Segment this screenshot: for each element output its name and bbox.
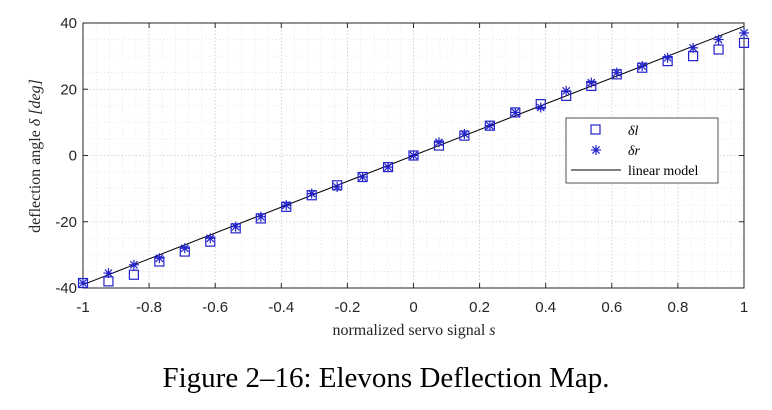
point-dr — [205, 233, 216, 244]
chart: -1 -0.8 -0.6 -0.4 -0.2 0 0.2 0.4 0.6 0.8 1 40 20 0 -20… — [27, 15, 750, 339]
point-dr — [739, 27, 749, 38]
point-dr — [561, 85, 572, 96]
point-dl — [128, 269, 139, 280]
point-dl — [713, 44, 724, 55]
point-dr — [637, 61, 648, 72]
point-dr — [255, 211, 266, 222]
y-tick-label: -40 — [55, 280, 77, 297]
y-axis-label: deflection angle δ [deg] — [27, 79, 44, 233]
x-tick-label: 0.8 — [667, 299, 688, 316]
point-dr — [78, 278, 88, 289]
axis-ticks: -1 -0.8 -0.6 -0.4 -0.2 0 0.2 0.4 0.6 0.8 1 40 20 0 -20… — [55, 15, 748, 316]
data-marks — [77, 25, 750, 289]
point-dr — [662, 52, 673, 63]
y-tick-label: 20 — [60, 81, 77, 98]
x-tick-label: -0.4 — [268, 299, 294, 316]
point-dr — [510, 107, 521, 118]
point-dr — [459, 128, 470, 139]
point-dr — [408, 150, 419, 161]
legend-label-dl: δl — [628, 124, 639, 139]
x-tick-label: 0.2 — [469, 299, 490, 316]
point-dr — [433, 137, 444, 148]
legend-label-linear: linear model — [628, 164, 698, 179]
point-dr — [128, 259, 139, 270]
y-tick-label: 0 — [69, 148, 77, 165]
point-dr — [179, 243, 190, 254]
legend-marker-square — [590, 124, 601, 135]
x-tick-label: 1 — [740, 299, 748, 316]
x-tick-label: -0.8 — [136, 299, 162, 316]
point-dr — [688, 42, 699, 53]
point-dr — [103, 268, 114, 279]
point-dr — [535, 102, 546, 113]
x-tick-label: 0.4 — [535, 299, 556, 316]
legend-label-dr: δr — [628, 144, 641, 159]
point-dr — [611, 67, 622, 78]
x-axis-label: normalized servo signal s — [332, 322, 495, 339]
point-dr — [230, 221, 241, 232]
point-dr — [332, 181, 343, 192]
point-dr — [306, 188, 317, 199]
x-tick-label: 0.6 — [601, 299, 622, 316]
x-tick-label: -0.6 — [202, 299, 228, 316]
point-dr — [281, 200, 292, 211]
legend-marker-asterisk — [591, 145, 601, 155]
point-dr — [484, 120, 495, 131]
point-dr — [383, 162, 394, 173]
point-dl — [738, 37, 750, 48]
point-dr — [586, 77, 597, 88]
legend-asterisk-glyph — [591, 145, 601, 155]
figure-caption: Figure 2–16: Elevons Deflection Map. — [162, 362, 610, 394]
y-tick-label: 40 — [60, 15, 77, 32]
x-tick-label: 0 — [409, 299, 417, 316]
point-dr — [713, 34, 724, 45]
point-dl — [103, 276, 114, 287]
x-tick-label: -0.2 — [334, 299, 360, 316]
grid — [82, 22, 745, 289]
legend: δl δr linear model — [565, 117, 719, 184]
point-dr — [357, 172, 368, 183]
y-tick-label: -20 — [55, 214, 77, 231]
point-dr — [154, 253, 165, 264]
x-tick-label: -1 — [76, 299, 89, 316]
